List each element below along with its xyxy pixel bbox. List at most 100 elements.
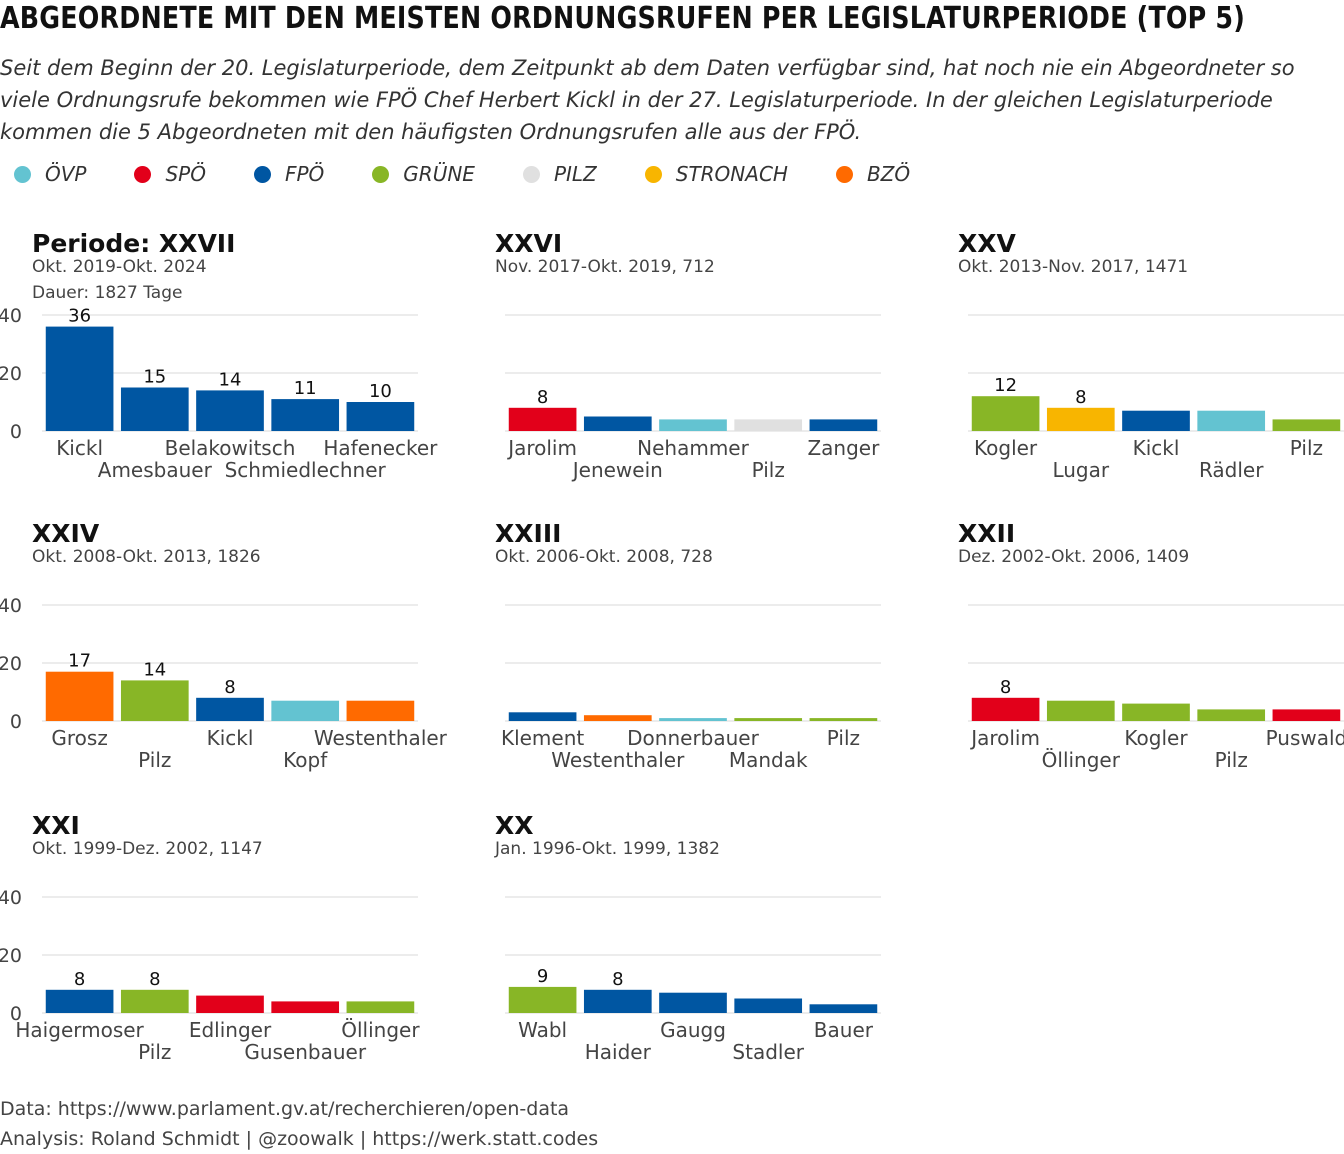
bar bbox=[120, 680, 189, 721]
y-tick-label: 20 bbox=[0, 653, 22, 675]
panel-title: Periode: XXVII bbox=[32, 229, 235, 258]
panel-title: XXI bbox=[32, 811, 80, 840]
data-label: 8 bbox=[1000, 677, 1011, 698]
legend-label: BZÖ bbox=[866, 162, 911, 186]
bar bbox=[346, 402, 415, 431]
x-tick-label: Kopf bbox=[283, 748, 328, 772]
panel-subtitle: Dez. 2002-Okt. 2006, 1409 bbox=[958, 547, 1189, 567]
x-tick-label: Haider bbox=[585, 1040, 652, 1064]
x-tick-label: Schmiedlechner bbox=[225, 458, 387, 482]
y-tick-label: 40 bbox=[0, 305, 22, 327]
legend-item: BZÖ bbox=[822, 162, 910, 186]
data-label: 8 bbox=[537, 387, 548, 408]
x-tick-label: Bauer bbox=[814, 1018, 874, 1042]
legend-item: FPÖ bbox=[240, 162, 324, 186]
x-tick-label: Öllinger bbox=[1042, 748, 1121, 772]
data-label: 11 bbox=[294, 378, 317, 399]
bar bbox=[659, 419, 727, 431]
x-tick-label: Nehammer bbox=[637, 436, 749, 460]
bar bbox=[809, 1004, 878, 1013]
data-label: 8 bbox=[74, 969, 85, 990]
bar bbox=[346, 1001, 415, 1013]
x-tick-label: Pilz bbox=[138, 1040, 171, 1064]
legend-item: ÖVP bbox=[0, 162, 86, 186]
data-label: 8 bbox=[1075, 387, 1086, 408]
panel-subtitle-2: Dauer: 1827 Tage bbox=[32, 283, 182, 303]
bar bbox=[1122, 410, 1190, 431]
bar bbox=[1122, 703, 1190, 721]
x-tick-label: Edlinger bbox=[189, 1018, 272, 1042]
x-tick-label: Pilz bbox=[1290, 436, 1323, 460]
legend-dot bbox=[372, 165, 390, 183]
caption-data-source: Data: https://www.parlament.gv.at/recher… bbox=[0, 1098, 570, 1120]
legend-dot bbox=[835, 165, 853, 183]
bar bbox=[45, 671, 114, 721]
data-label: 10 bbox=[369, 381, 392, 402]
x-tick-label: Kickl bbox=[56, 436, 103, 460]
bar bbox=[1197, 709, 1266, 721]
panel-title: XXVI bbox=[495, 229, 562, 258]
legend-label: FPÖ bbox=[284, 162, 325, 186]
bar bbox=[1272, 709, 1341, 721]
legend: ÖVP SPÖ FPÖ GRÜNE PILZ STRONACH BZÖ bbox=[0, 160, 944, 188]
data-label: 8 bbox=[612, 969, 623, 990]
x-tick-label: Kickl bbox=[1133, 436, 1180, 460]
x-tick-label: Pilz bbox=[752, 458, 785, 482]
x-tick-label: Rädler bbox=[1199, 458, 1264, 482]
x-tick-label: Pilz bbox=[827, 726, 860, 750]
x-tick-label: Westenthaler bbox=[551, 748, 685, 772]
panel-subtitle: Nov. 2017-Okt. 2019, 712 bbox=[495, 257, 715, 277]
data-label: 36 bbox=[68, 306, 91, 327]
data-label: 8 bbox=[224, 677, 235, 698]
panel-title: XXV bbox=[958, 229, 1017, 258]
y-tick-label: 0 bbox=[10, 421, 22, 443]
bar bbox=[271, 700, 340, 721]
x-tick-label: Grosz bbox=[51, 726, 107, 750]
bar bbox=[346, 700, 415, 721]
caption: Data: https://www.parlament.gv.at/recher… bbox=[0, 1094, 598, 1154]
x-tick-label: Belakowitsch bbox=[165, 436, 296, 460]
x-tick-label: Westenthaler bbox=[314, 726, 448, 750]
data-label: 14 bbox=[219, 369, 242, 390]
y-tick-label: 20 bbox=[0, 945, 22, 967]
legend-label: PILZ bbox=[553, 162, 597, 186]
x-tick-label: Lugar bbox=[1052, 458, 1109, 482]
x-tick-label: Puswald bbox=[1266, 726, 1344, 750]
x-tick-label: Öllinger bbox=[341, 1018, 420, 1042]
bar bbox=[583, 416, 652, 431]
legend-label: ÖVP bbox=[45, 162, 87, 186]
legend-dot bbox=[644, 165, 662, 183]
data-label: 14 bbox=[143, 659, 166, 680]
panel-title: XXII bbox=[958, 519, 1015, 548]
bar bbox=[1272, 419, 1341, 431]
bar bbox=[271, 399, 340, 431]
data-label: 12 bbox=[994, 375, 1017, 396]
bar bbox=[196, 390, 264, 431]
x-tick-label: Zanger bbox=[807, 436, 880, 460]
panel-subtitle: Okt. 1999-Dez. 2002, 1147 bbox=[32, 839, 263, 859]
legend-dot bbox=[522, 165, 540, 183]
panel-title: XXIV bbox=[32, 519, 100, 548]
x-tick-label: Kogler bbox=[974, 436, 1038, 460]
bar bbox=[971, 396, 1040, 431]
panel-title: XX bbox=[495, 811, 534, 840]
bar bbox=[809, 419, 878, 431]
y-tick-label: 40 bbox=[0, 595, 22, 617]
legend-label: GRÜNE bbox=[403, 162, 475, 186]
bar bbox=[120, 989, 189, 1013]
legend-dot bbox=[134, 165, 152, 183]
bar bbox=[1046, 700, 1115, 721]
legend-item: PILZ bbox=[509, 162, 597, 186]
panel-subtitle: Okt. 2008-Okt. 2013, 1826 bbox=[32, 547, 261, 567]
chart-subtitle: Seit dem Beginn der 20. Legislaturperiod… bbox=[0, 56, 1295, 144]
bar bbox=[196, 995, 264, 1013]
panel-subtitle: Jan. 1996-Okt. 1999, 1382 bbox=[494, 839, 720, 859]
y-tick-label: 40 bbox=[0, 887, 22, 909]
